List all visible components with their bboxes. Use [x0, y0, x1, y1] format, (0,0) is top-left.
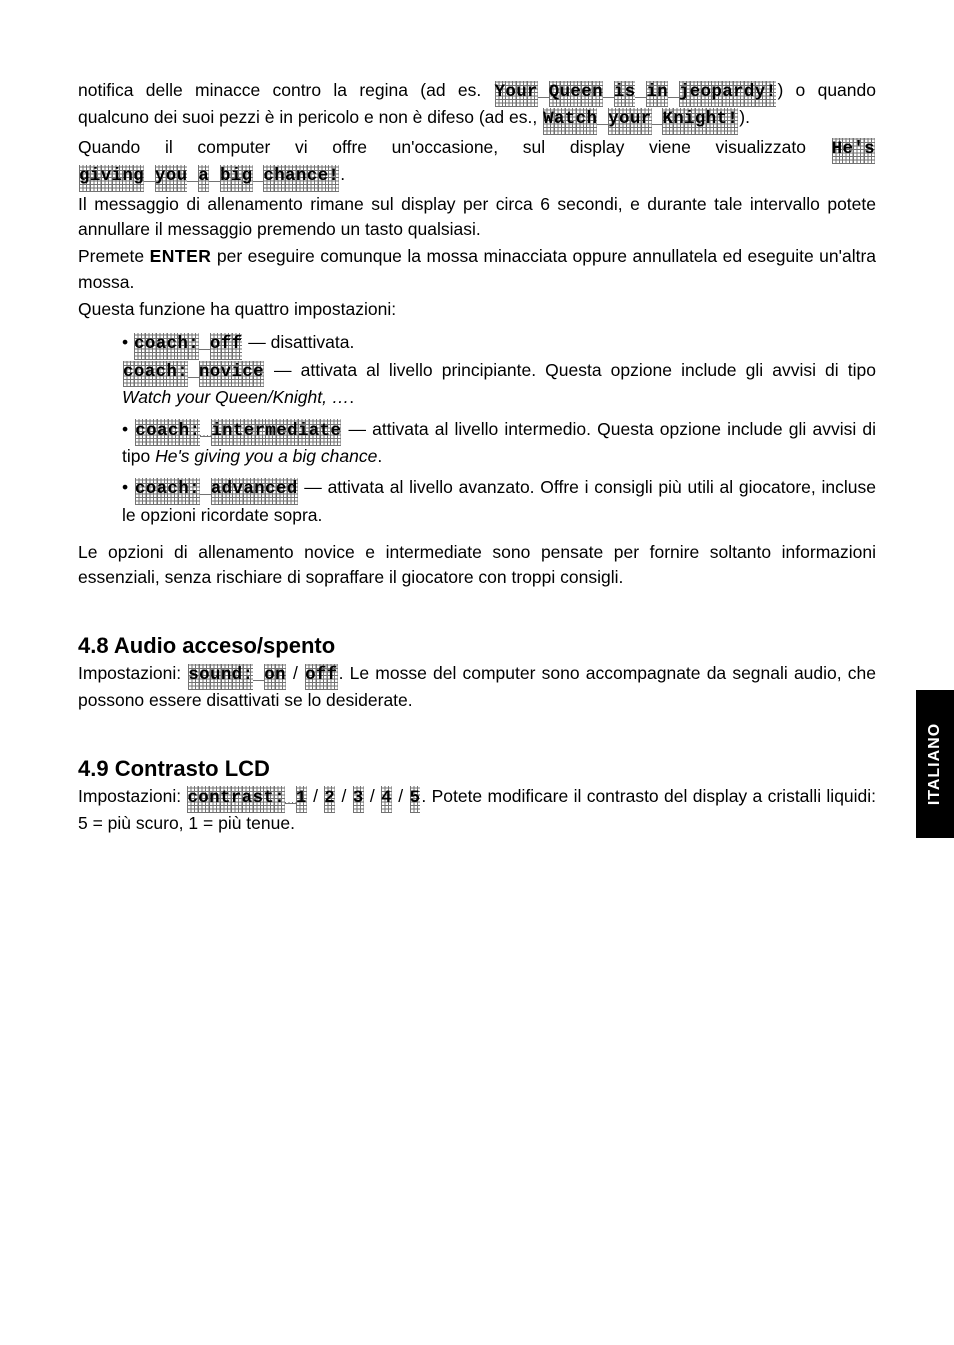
- lcd-queen-jeopardy: Your Queen is in jeopardy!: [494, 80, 778, 105]
- bullet1-offlabel: — disattivata.: [243, 332, 354, 352]
- lcd-watch-knight: Watch your Knight!: [542, 107, 739, 132]
- enter-key-label: ENTER: [150, 246, 212, 266]
- bullet1-mid: — attivata al livello principiante. Ques…: [265, 360, 876, 380]
- lcd-coach-off: coach: off: [133, 332, 243, 357]
- bullet1-marker: •: [122, 332, 133, 352]
- lcd-hes: He's: [831, 137, 876, 162]
- para4-pre: Premete: [78, 246, 150, 266]
- lcd-contrast-5: 5: [409, 786, 422, 811]
- para3: Il messaggio di allenamento rimane sul d…: [78, 192, 876, 243]
- lcd-contrast-1: contrast: 1: [186, 786, 307, 811]
- language-tab-label: ITALIANO: [926, 723, 944, 805]
- para6: Le opzioni di allenamento novice e inter…: [78, 540, 876, 591]
- lcd-coach-intermediate: coach: intermediate: [134, 419, 342, 444]
- para48-pre: Impostazioni:: [78, 663, 187, 683]
- para49-sep-4: /: [393, 786, 409, 806]
- bullet2-end: .: [377, 446, 382, 466]
- lcd-contrast-2: 2: [323, 786, 336, 811]
- lcd-coach-novice: coach: novice: [122, 360, 265, 385]
- heading-4-8: 4.8 Audio acceso/spento: [78, 633, 876, 659]
- para1-pre: notifica delle minacce contro la regina …: [78, 80, 494, 100]
- bullet3-marker: •: [122, 477, 134, 497]
- bullet2-ital: He's giving you a big chance: [155, 446, 377, 466]
- para49-sep-2: /: [336, 786, 352, 806]
- lcd-big-chance: giving you a big chance!: [78, 164, 340, 189]
- lcd-contrast-4: 4: [380, 786, 393, 811]
- bullet2-marker: •: [122, 419, 134, 439]
- para49-sep-1: /: [308, 786, 324, 806]
- para48-mid: /: [287, 663, 304, 683]
- para5: Questa funzione ha quattro impostazioni:: [78, 297, 876, 322]
- para2-end: .: [340, 164, 345, 184]
- lcd-contrast-3: 3: [352, 786, 365, 811]
- lcd-sound-off: off: [304, 663, 339, 688]
- heading-4-9: 4.9 Contrasto LCD: [78, 756, 876, 782]
- bullet1-end: .: [349, 387, 354, 407]
- lcd-coach-advanced: coach: advanced: [134, 477, 299, 502]
- lcd-sound-on: sound: on: [187, 663, 287, 688]
- para2-pre: Quando il computer vi offre un'occasione…: [78, 137, 831, 157]
- para1-end: ).: [739, 107, 750, 127]
- bullet1-ital: Watch your Queen/Knight, …: [122, 387, 349, 407]
- para49-sep-3: /: [365, 786, 381, 806]
- para49-pre: Impostazioni:: [78, 786, 186, 806]
- language-tab: ITALIANO: [916, 690, 954, 838]
